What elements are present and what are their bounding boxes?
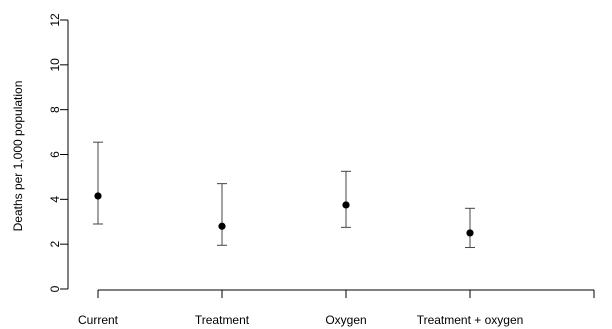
y-tick-label: 4 — [48, 196, 62, 203]
y-tick-label: 8 — [48, 106, 62, 113]
x-tick-label: Treatment — [195, 313, 250, 327]
x-tick-label: Current — [78, 313, 119, 327]
data-point — [218, 222, 226, 230]
y-tick-label: 2 — [48, 241, 62, 248]
data-point — [466, 229, 474, 237]
y-tick-label: 10 — [48, 58, 62, 72]
x-tick-label: Treatment + oxygen — [417, 313, 524, 327]
data-point — [94, 192, 102, 200]
y-axis: 0 2 4 6 8 10 12 — [48, 13, 69, 292]
y-tick-label: 0 — [48, 285, 62, 292]
y-tick-label: 6 — [48, 151, 62, 158]
data-point — [342, 201, 350, 209]
x-axis: Current Treatment Oxygen Treatment + oxygen — [78, 289, 595, 327]
data-points — [93, 141, 475, 249]
x-tick-label: Oxygen — [325, 313, 366, 327]
y-axis-label: Deaths per 1,000 population — [11, 81, 25, 232]
y-tick-label: 12 — [48, 13, 62, 27]
